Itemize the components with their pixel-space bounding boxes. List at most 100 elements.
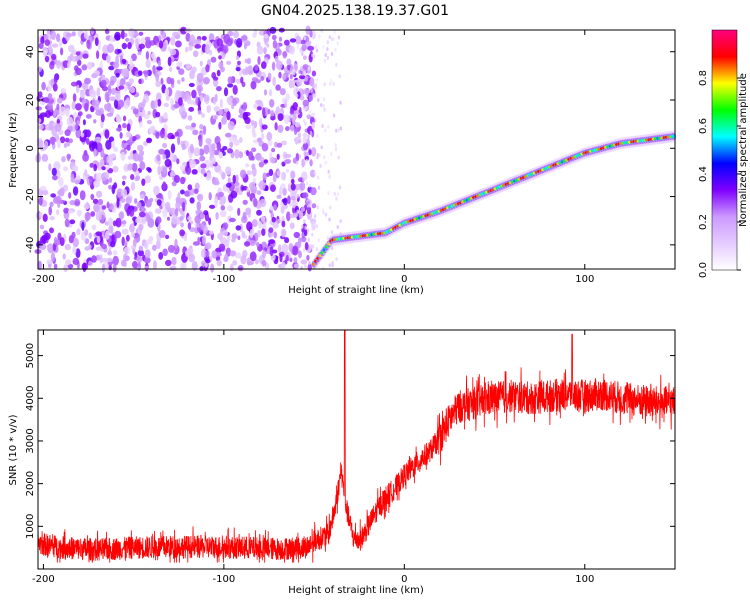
- spectrogram-cell: [124, 240, 128, 247]
- spectrogram-cell: [134, 170, 140, 176]
- spectrogram-cell: [242, 101, 247, 112]
- spectrogram-cell: [208, 192, 212, 201]
- spectrogram-cell: [180, 176, 186, 185]
- spectrogram-cell: [283, 159, 291, 164]
- spectrogram-cell: [201, 35, 207, 41]
- spectrogram-cell: [307, 237, 310, 242]
- spectrogram-cell: [240, 169, 247, 179]
- spectrogram-cell: [209, 230, 214, 235]
- spectrogram-cell: [219, 200, 224, 206]
- spectrogram-cell: [242, 211, 247, 221]
- spectrogram-cell: [240, 35, 248, 41]
- spectrogram-cell: [91, 141, 98, 152]
- spectrogram-cell: [67, 61, 71, 69]
- spectrogram-cell: [293, 257, 298, 264]
- spectrogram-cell: [239, 223, 243, 233]
- spectrogram-cell: [323, 97, 326, 102]
- spectrogram-cell: [95, 109, 103, 116]
- spectrogram-cell: [285, 93, 291, 101]
- spectrogram-cell: [311, 112, 314, 117]
- spectrogram-cell: [282, 50, 288, 59]
- spectrogram-cell: [42, 189, 49, 196]
- spectrogram-cell: [197, 193, 204, 202]
- spectrogram-cell: [189, 227, 196, 233]
- spectrogram-cell: [332, 37, 335, 42]
- spectrogram-cell: [96, 236, 101, 244]
- spectrogram-cell: [298, 250, 302, 259]
- spectrogram-cell: [226, 111, 231, 121]
- spectrogram-cell: [251, 147, 257, 153]
- spectrogram-cell: [131, 162, 138, 172]
- spectrogram-cell: [209, 204, 216, 209]
- spectrogram-cell: [322, 45, 325, 50]
- spectrogram-cell: [338, 185, 342, 190]
- spectrogram-cell: [128, 64, 134, 71]
- x-tick-label: -200: [32, 574, 55, 585]
- spectrogram-cell: [271, 216, 277, 223]
- spectrogram-cell: [79, 90, 86, 99]
- spectrogram-cell: [311, 53, 314, 58]
- spectrogram-cell: [86, 137, 90, 145]
- spectrogram-cell: [282, 74, 287, 81]
- spectrogram-cell: [179, 164, 186, 172]
- spectrogram-cell: [250, 119, 255, 127]
- spectrogram-cell: [123, 246, 131, 255]
- spectrogram-cell: [321, 208, 325, 213]
- spectrogram-cell: [294, 122, 301, 128]
- spectrogram-cell: [123, 253, 127, 263]
- spectrogram-cell: [302, 64, 309, 70]
- snr-x-ticks: -200 -100 0 100: [32, 330, 594, 585]
- spectrogram-cell: [100, 113, 105, 123]
- x-tick-label: -100: [213, 574, 236, 585]
- spectrogram-cell: [94, 136, 102, 143]
- spectrogram-cell: [203, 144, 210, 155]
- spectrogram-cell: [315, 224, 318, 229]
- spectrogram-cell: [287, 195, 291, 205]
- spectrogram-cell: [44, 55, 50, 63]
- spectrogram-cell: [70, 176, 76, 183]
- spectrogram-cell: [187, 115, 193, 121]
- spectrogram-cell: [296, 45, 300, 50]
- spectrogram-cell: [202, 77, 210, 85]
- spectrogram-cell: [263, 159, 269, 164]
- spectrogram-cell: [260, 216, 266, 222]
- spectrogram-cell: [194, 44, 202, 49]
- spectrogram-cell: [328, 35, 331, 40]
- spectrogram-cell: [106, 165, 110, 170]
- spectrogram-cell: [35, 106, 42, 111]
- spectrogram-cell: [155, 92, 162, 102]
- spectrogram-cell: [268, 89, 273, 97]
- spectrogram-cell: [114, 31, 121, 41]
- spectrogram-cell: [229, 250, 237, 257]
- spectrogram-cell: [141, 215, 147, 225]
- spectrogram-cell: [187, 99, 195, 105]
- spectrogram-cell: [112, 250, 118, 256]
- spectrogram-cell: [43, 34, 49, 40]
- spectrogram-cell: [128, 27, 135, 38]
- spectrogram-cell: [218, 151, 223, 159]
- spectrogram-cell: [193, 188, 199, 194]
- spectrogram-cell: [132, 260, 138, 269]
- spectrogram-cell: [222, 230, 229, 237]
- spectrogram-cell: [72, 93, 77, 102]
- spectrogram-cell: [131, 53, 137, 62]
- spectrogram-cell: [106, 112, 114, 117]
- spectrogram-cell: [183, 233, 188, 242]
- spectrogram-cell: [206, 105, 211, 113]
- spectrogram-cell: [117, 49, 122, 54]
- spectrogram-cell: [94, 37, 99, 46]
- spectrogram-cell: [42, 213, 48, 222]
- spectrogram-cell: [254, 64, 259, 71]
- spectrogram-cell: [250, 80, 257, 90]
- spectrogram-cell: [306, 205, 312, 215]
- spectrogram-cell: [81, 64, 88, 71]
- spectrogram-cell: [167, 216, 170, 221]
- spectrogram-cell: [336, 192, 340, 197]
- spectrogram-cell: [44, 96, 49, 104]
- spectrogram-cell: [187, 222, 192, 230]
- spectrogram-cell: [174, 131, 179, 137]
- spectrogram-cell: [188, 253, 195, 263]
- spectrogram-cell: [279, 186, 282, 197]
- spectrogram-cell: [222, 45, 229, 54]
- spectrogram-cell: [131, 135, 137, 142]
